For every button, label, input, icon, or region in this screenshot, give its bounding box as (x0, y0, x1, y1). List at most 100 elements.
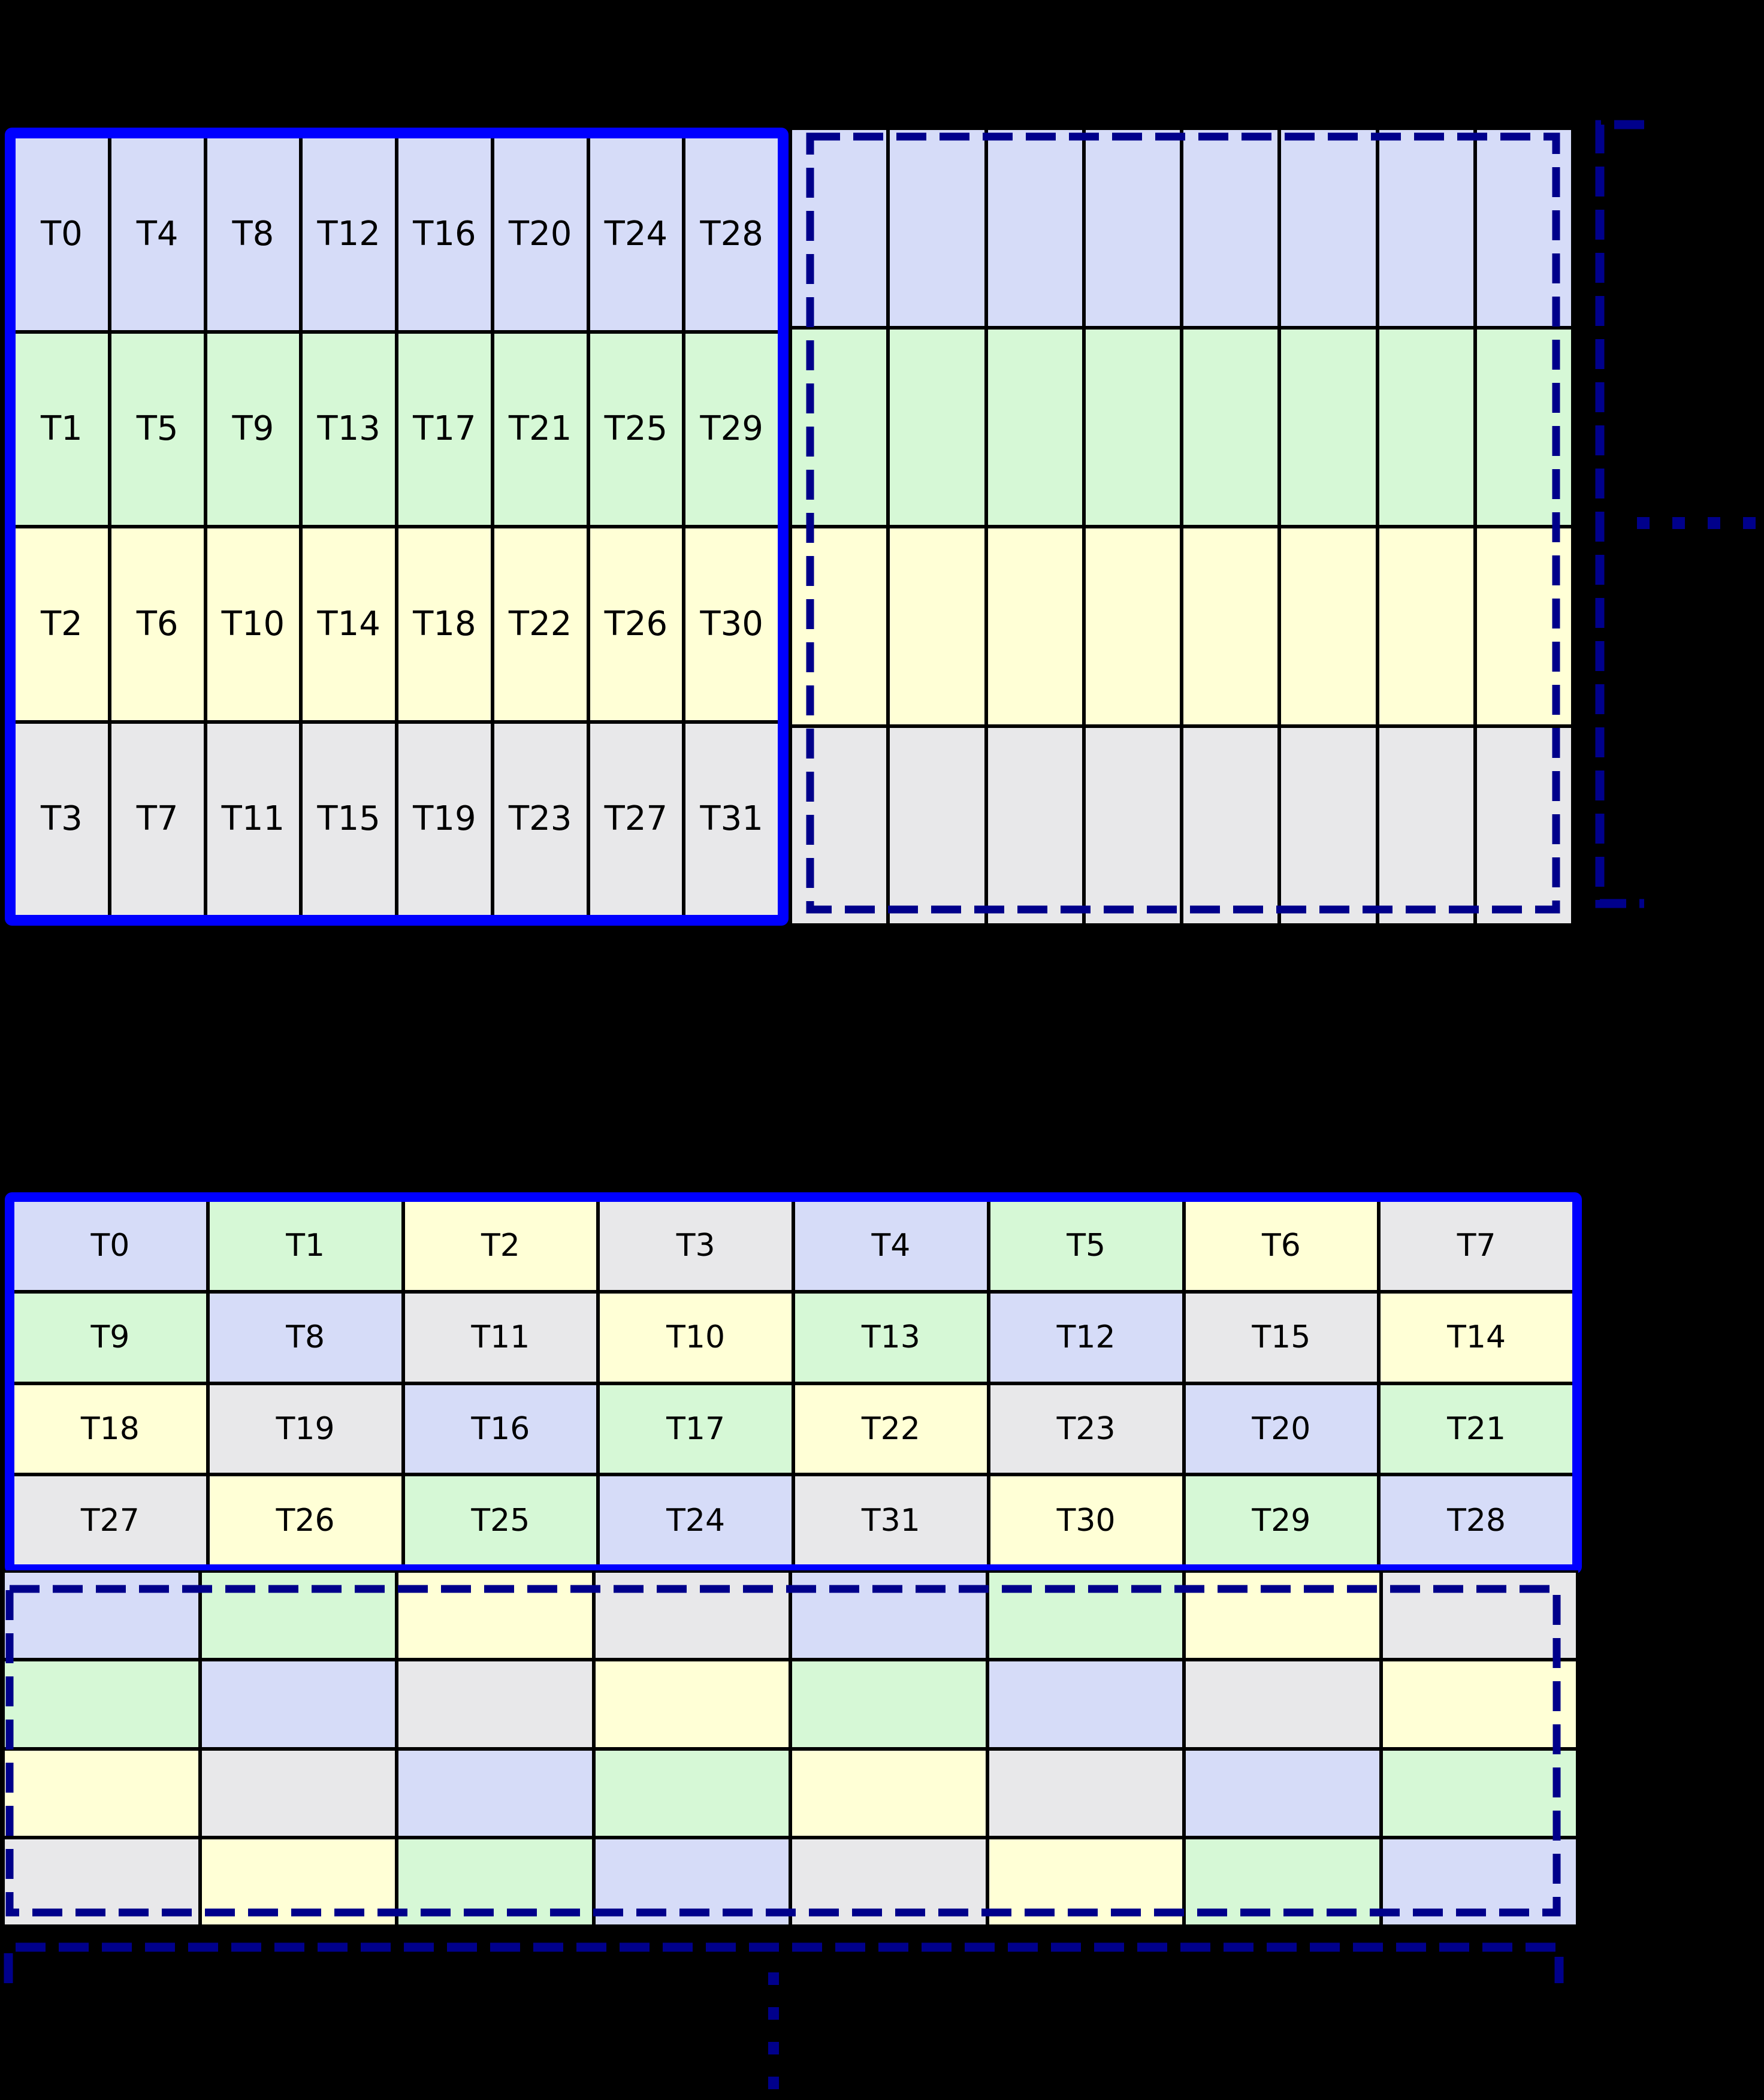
thread-cell: T28 (1381, 1476, 1572, 1564)
thread-label: T5 (1067, 1228, 1106, 1264)
thread-cell: T7 (1381, 1202, 1572, 1290)
thread-label: T6 (136, 604, 179, 643)
thread-label: T24 (666, 1502, 726, 1539)
thread-label: T10 (666, 1319, 726, 1356)
thread-cell: T5 (990, 1202, 1182, 1290)
ghost-cell (987, 329, 1082, 525)
ghost-cell (792, 1661, 986, 1747)
ghost-cell (595, 1750, 789, 1836)
ghost-cell (398, 1839, 592, 1924)
ghost-cell (201, 1573, 395, 1658)
ghost-cell (201, 1839, 395, 1924)
thread-cell: T7 (111, 723, 204, 915)
thread-label: T11 (221, 799, 285, 839)
ghost-cell (1186, 1661, 1379, 1747)
ghost-cell (595, 1661, 789, 1747)
ghost-cell (5, 1839, 198, 1924)
thread-label: T27 (80, 1502, 140, 1539)
bottom-labeled-thread-grid: T0 T1 T2 T3 T4 T5 T6 T7 T9 T8 T11 T10 T13 T12 T15 T14 T1… (5, 1192, 1582, 1574)
thread-cell: T8 (209, 1293, 401, 1382)
ghost-cell (1085, 130, 1180, 326)
thread-cell: T6 (111, 528, 204, 720)
ghost-cell (398, 1750, 592, 1836)
thread-cell: T9 (207, 333, 300, 525)
ghost-cell (1186, 1573, 1379, 1658)
ghost-cell (792, 528, 887, 724)
thread-label: T5 (136, 409, 179, 449)
thread-cell: T13 (795, 1293, 987, 1382)
ghost-cell (1476, 329, 1571, 525)
thread-cell: T10 (600, 1293, 792, 1382)
thread-cell: T11 (404, 1293, 597, 1382)
thread-label: T4 (871, 1228, 911, 1264)
ghost-cell (989, 1750, 1182, 1836)
thread-cell: T1 (16, 333, 108, 525)
thread-cell: T22 (795, 1385, 987, 1473)
ghost-cell (792, 1750, 986, 1836)
thread-label: T4 (136, 214, 179, 253)
bottom-extent-bracket (4, 1942, 1564, 1983)
thread-cell: T31 (795, 1476, 987, 1564)
ghost-cell (1085, 329, 1180, 525)
thread-label: T12 (1056, 1319, 1116, 1356)
thread-label: T23 (1056, 1410, 1116, 1447)
thread-label: T16 (413, 214, 476, 253)
thread-cell: T4 (795, 1202, 987, 1290)
ghost-cell (792, 130, 887, 326)
ghost-cell (595, 1573, 789, 1658)
ghost-cell (1379, 727, 1473, 923)
ghost-cell (595, 1839, 789, 1924)
thread-cell: T26 (209, 1476, 401, 1564)
ghost-cell (398, 1661, 592, 1747)
thread-cell: T24 (590, 138, 682, 330)
thread-cell: T4 (111, 138, 204, 330)
top-labeled-thread-grid: T0 T4 T8 T12 T16 T20 T24 T28 T1 T5 T9 T13 T17 T21 T25 T… (5, 128, 789, 926)
thread-label: T28 (1447, 1502, 1506, 1539)
thread-cell: T30 (685, 528, 778, 720)
thread-cell: T1 (209, 1202, 401, 1290)
thread-label: T0 (40, 214, 83, 253)
thread-cell: T2 (404, 1202, 597, 1290)
ghost-cell (1382, 1750, 1576, 1836)
thread-cell: T25 (590, 333, 682, 525)
thread-cell: T20 (494, 138, 587, 330)
thread-label: T7 (1457, 1228, 1496, 1264)
ghost-cell (201, 1750, 395, 1836)
thread-cell: T23 (494, 723, 587, 915)
thread-label: T24 (604, 214, 668, 253)
ghost-cell (890, 130, 984, 326)
thread-label: T1 (286, 1228, 325, 1264)
ghost-cell (1476, 727, 1571, 923)
thread-label: T12 (317, 214, 380, 253)
thread-label: T27 (604, 799, 668, 839)
thread-cell: T28 (685, 138, 778, 330)
thread-cell: T12 (303, 138, 395, 330)
thread-label: T6 (1261, 1228, 1301, 1264)
thread-label: T30 (1056, 1502, 1116, 1539)
ghost-cell (890, 329, 984, 525)
thread-label: T25 (471, 1502, 530, 1539)
ghost-cell (5, 1573, 198, 1658)
thread-cell: T18 (398, 528, 491, 720)
thread-label: T17 (666, 1410, 726, 1447)
thread-label: T14 (317, 604, 380, 643)
thread-label: T10 (221, 604, 285, 643)
thread-label: T1 (40, 409, 83, 449)
ghost-cell (987, 130, 1082, 326)
thread-label: T23 (508, 799, 572, 839)
ghost-cell (1183, 528, 1278, 724)
ghost-cell (792, 329, 887, 525)
thread-label: T13 (317, 409, 380, 449)
thread-label: T29 (1252, 1502, 1311, 1539)
thread-label: T2 (481, 1228, 520, 1264)
thread-cell: T0 (14, 1202, 206, 1290)
thread-label: T9 (90, 1319, 130, 1356)
thread-cell: T17 (398, 333, 491, 525)
thread-label: T8 (286, 1319, 325, 1356)
thread-label: T8 (232, 214, 274, 253)
thread-cell: T15 (303, 723, 395, 915)
thread-label: T11 (471, 1319, 530, 1356)
ghost-cell (201, 1661, 395, 1747)
thread-cell: T21 (1381, 1385, 1572, 1473)
